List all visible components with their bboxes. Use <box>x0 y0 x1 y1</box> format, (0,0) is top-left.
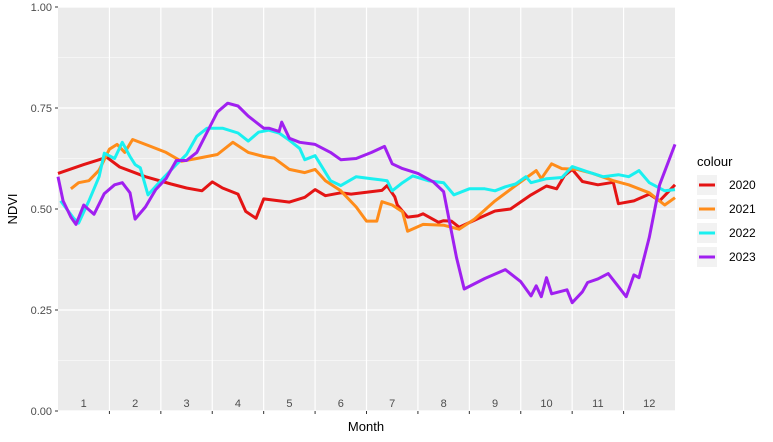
series-lines <box>56 101 677 305</box>
x-axis-title: Month <box>348 419 384 434</box>
x-tick-label: 1 <box>81 398 87 410</box>
x-tick-label: 7 <box>389 398 395 410</box>
x-tick-label: 4 <box>235 398 241 410</box>
x-tick-label: 3 <box>183 398 189 410</box>
x-tick-label: 5 <box>286 398 292 410</box>
y-tick-label: 0.25 <box>31 305 52 317</box>
legend-title: colour <box>697 154 733 169</box>
legend-label-2021: 2021 <box>729 202 756 216</box>
y-axis-title: NDVI <box>5 193 20 224</box>
x-tick-label: 10 <box>540 398 552 410</box>
legend: colour 2020 2021 2022 2023 <box>697 154 756 267</box>
legend-label-2023: 2023 <box>729 250 756 264</box>
series-line-2020 <box>57 155 677 229</box>
series-line-2021 <box>69 138 676 233</box>
x-tick-label: 6 <box>338 398 344 410</box>
grid-major-lines <box>58 6 675 412</box>
x-axis: 1 2 3 4 5 6 7 8 9 10 11 12 <box>81 398 655 414</box>
x-tick-label: 8 <box>441 398 447 410</box>
y-tick-label: 0.50 <box>31 204 52 216</box>
x-tick-label: 9 <box>492 398 498 410</box>
y-tick-label: 0.75 <box>31 103 52 115</box>
y-tick-label: 1.00 <box>31 2 52 14</box>
y-axis: 0.00 0.25 0.50 0.75 1.00 <box>31 2 58 418</box>
x-tick-label: 12 <box>643 398 655 410</box>
x-tick-label: 2 <box>132 398 138 410</box>
legend-label-2022: 2022 <box>729 226 756 240</box>
series-line-2023 <box>56 101 677 305</box>
series-line-2022 <box>59 126 676 225</box>
x-tick-label: 11 <box>592 398 603 410</box>
y-tick-label: 0.00 <box>31 406 52 418</box>
legend-label-2020: 2020 <box>729 178 756 192</box>
